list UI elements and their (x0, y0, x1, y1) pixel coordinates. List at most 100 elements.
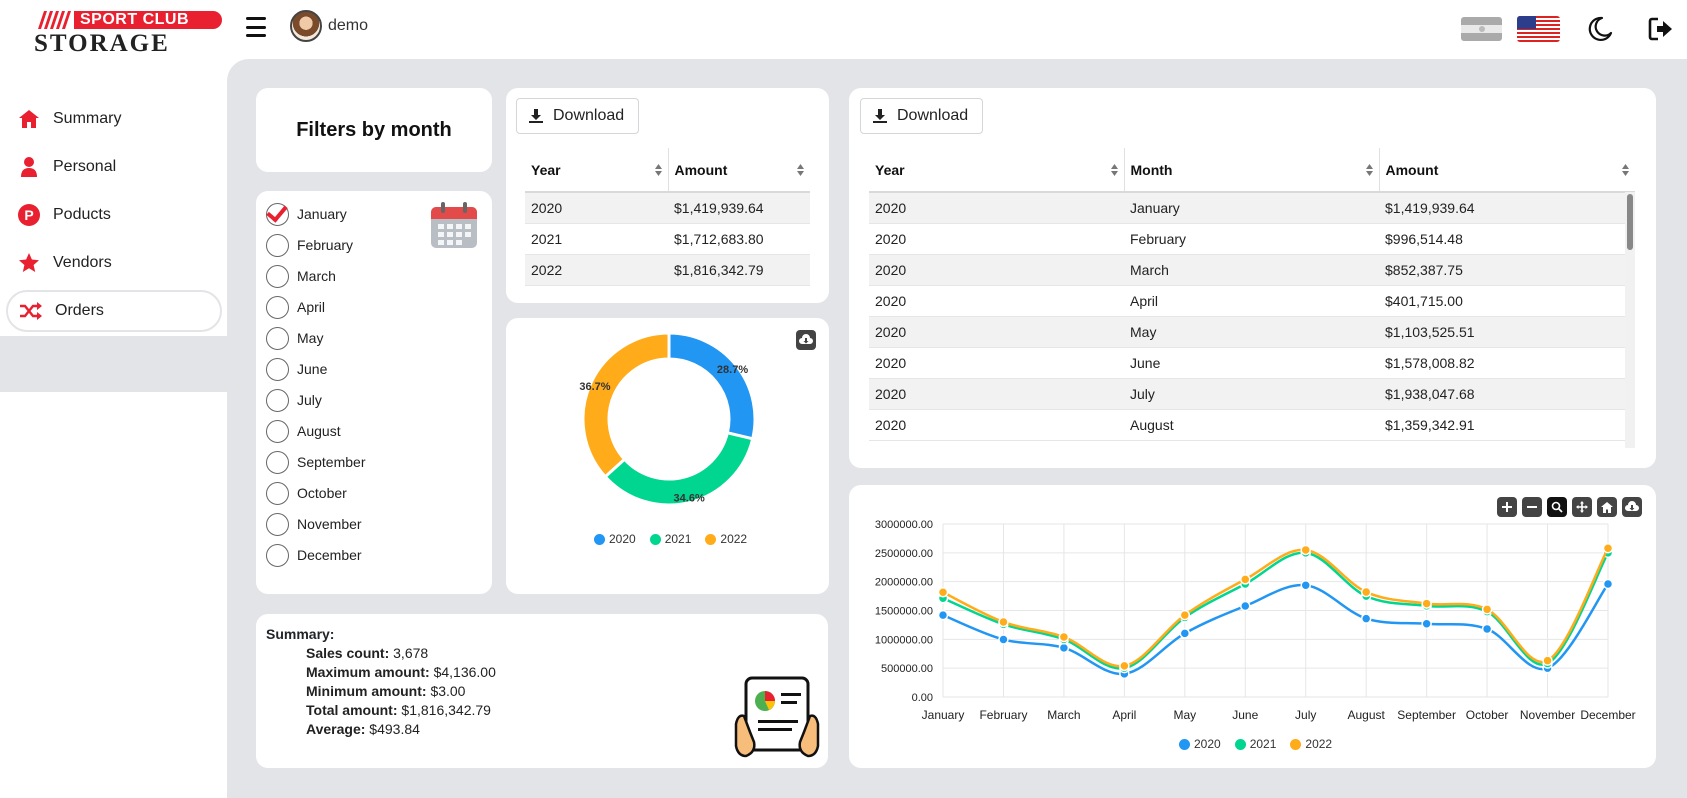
user-menu[interactable]: demo (290, 10, 368, 42)
radio-icon[interactable] (266, 233, 289, 257)
data-point-2022[interactable] (1542, 655, 1553, 666)
table-row[interactable]: 2020 May $1,103,525.51 (869, 316, 1635, 348)
month-option-may[interactable]: May (266, 325, 323, 351)
report-tablet-icon (734, 676, 820, 758)
sidebar-item-summary[interactable]: Summary (6, 98, 222, 140)
data-point-2022[interactable] (1240, 574, 1251, 585)
month-option-september[interactable]: September (266, 449, 365, 475)
table-row[interactable]: 2022 $1,816,342.79 (525, 254, 810, 286)
month-option-october[interactable]: October (266, 480, 347, 506)
data-point-2020[interactable] (1421, 618, 1432, 630)
reset-home-icon[interactable] (1597, 497, 1617, 517)
data-point-2022[interactable] (937, 587, 949, 598)
radio-icon[interactable] (266, 326, 289, 350)
data-point-2020[interactable] (1240, 600, 1251, 612)
table-scrollbar-track[interactable] (1625, 192, 1635, 448)
month-option-december[interactable]: December (266, 542, 362, 568)
avatar (290, 10, 322, 42)
data-point-2020[interactable] (1179, 628, 1191, 639)
column-header-amount[interactable]: Amount (1379, 148, 1635, 193)
sidebar-item-products[interactable]: P Poducts (6, 194, 222, 236)
series-line-2022[interactable] (942, 547, 1610, 668)
data-point-2022[interactable] (1300, 544, 1311, 556)
zoom-in-icon[interactable] (1497, 497, 1517, 517)
radio-icon[interactable] (266, 543, 289, 567)
selection-zoom-icon[interactable] (1547, 497, 1567, 517)
chart-download-icon[interactable] (796, 330, 816, 350)
logo[interactable]: SPORT CLUB STORAGE (28, 8, 222, 57)
data-point-2020[interactable] (1300, 579, 1311, 591)
data-point-2022[interactable] (1119, 660, 1130, 672)
radio-icon[interactable] (266, 264, 289, 288)
legend-item-2021[interactable]: 2021 (1234, 737, 1276, 751)
column-header-year[interactable]: Year (869, 148, 1125, 193)
radio-icon[interactable] (266, 481, 289, 505)
pan-icon[interactable] (1572, 497, 1592, 517)
language-argentina-flag-icon[interactable] (1461, 17, 1502, 41)
month-option-july[interactable]: July (266, 387, 322, 413)
legend-item-2022[interactable]: 2022 (705, 532, 747, 546)
table-row[interactable]: 2020 February $996,514.48 (869, 223, 1635, 255)
month-option-february[interactable]: February (266, 232, 353, 258)
table-row[interactable]: 2020 January $1,419,939.64 (869, 192, 1635, 224)
table-scrollbar-thumb[interactable] (1627, 194, 1633, 250)
column-header-year[interactable]: Year (525, 148, 669, 193)
download-button[interactable]: Download (860, 98, 984, 134)
radio-icon[interactable] (266, 357, 289, 381)
table-row[interactable]: 2021 $1,712,683.80 (525, 223, 810, 255)
sidebar-item-orders[interactable]: Orders (6, 290, 222, 332)
sidebar-item-vendors[interactable]: Vendors (6, 242, 222, 284)
data-point-2022[interactable] (998, 616, 1009, 628)
data-point-2022[interactable] (1058, 631, 1070, 643)
y-tick-label: 2500000.00 (875, 548, 933, 560)
data-point-2022[interactable] (1179, 609, 1191, 621)
data-point-2022[interactable] (1360, 586, 1372, 598)
month-option-april[interactable]: April (266, 294, 325, 320)
sidebar-active-bridge (0, 336, 227, 392)
chart-download-icon[interactable] (1622, 497, 1642, 517)
month-option-january[interactable]: January (266, 201, 347, 227)
table-row[interactable]: 2020 June $1,578,008.82 (869, 347, 1635, 379)
zoom-out-icon[interactable] (1522, 497, 1542, 517)
data-point-2020[interactable] (1058, 642, 1070, 654)
data-point-2022[interactable] (1481, 604, 1493, 615)
table-row[interactable]: 2020 August $1,359,342.91 (869, 409, 1635, 441)
logout-icon[interactable] (1648, 16, 1674, 42)
dark-mode-moon-icon[interactable] (1587, 16, 1613, 42)
donut-slice-2022[interactable] (581, 331, 671, 479)
month-option-june[interactable]: June (266, 356, 327, 382)
table-cell: February (1124, 223, 1379, 255)
checked-radio-icon[interactable] (266, 202, 289, 226)
column-header-month[interactable]: Month (1124, 148, 1380, 193)
donut-slice-2020[interactable] (667, 331, 757, 441)
legend-item-2020[interactable]: 2020 (594, 532, 636, 546)
legend-item-2022[interactable]: 2022 (1290, 737, 1332, 751)
radio-icon[interactable] (266, 419, 289, 443)
month-option-august[interactable]: August (266, 418, 341, 444)
language-us-flag-icon[interactable] (1517, 16, 1560, 42)
column-header-amount[interactable]: Amount (668, 148, 810, 193)
radio-icon[interactable] (266, 295, 289, 319)
data-point-2022[interactable] (1602, 542, 1614, 554)
download-button[interactable]: Download (516, 98, 640, 134)
table-row[interactable]: 2020 April $401,715.00 (869, 285, 1635, 317)
month-option-march[interactable]: March (266, 263, 336, 289)
table-row[interactable]: 2020 $1,419,939.64 (525, 192, 810, 224)
radio-icon[interactable] (266, 450, 289, 474)
legend-item-2021[interactable]: 2021 (649, 532, 691, 546)
data-point-2020[interactable] (1360, 613, 1372, 624)
table-row[interactable]: 2020 March $852,387.75 (869, 254, 1635, 286)
menu-toggle-icon[interactable] (246, 17, 266, 37)
x-tick-label: June (1232, 708, 1258, 722)
data-point-2020[interactable] (1602, 578, 1614, 590)
sidebar-item-personal[interactable]: Personal (6, 146, 222, 188)
data-point-2022[interactable] (1421, 598, 1432, 609)
month-option-november[interactable]: November (266, 511, 362, 537)
radio-icon[interactable] (266, 388, 289, 412)
data-point-2020[interactable] (1481, 623, 1493, 635)
legend-item-2020[interactable]: 2020 (1179, 737, 1221, 751)
data-point-2020[interactable] (937, 609, 949, 621)
table-row[interactable]: 2020 July $1,938,047.68 (869, 378, 1635, 410)
data-point-2020[interactable] (998, 634, 1009, 645)
radio-icon[interactable] (266, 512, 289, 536)
